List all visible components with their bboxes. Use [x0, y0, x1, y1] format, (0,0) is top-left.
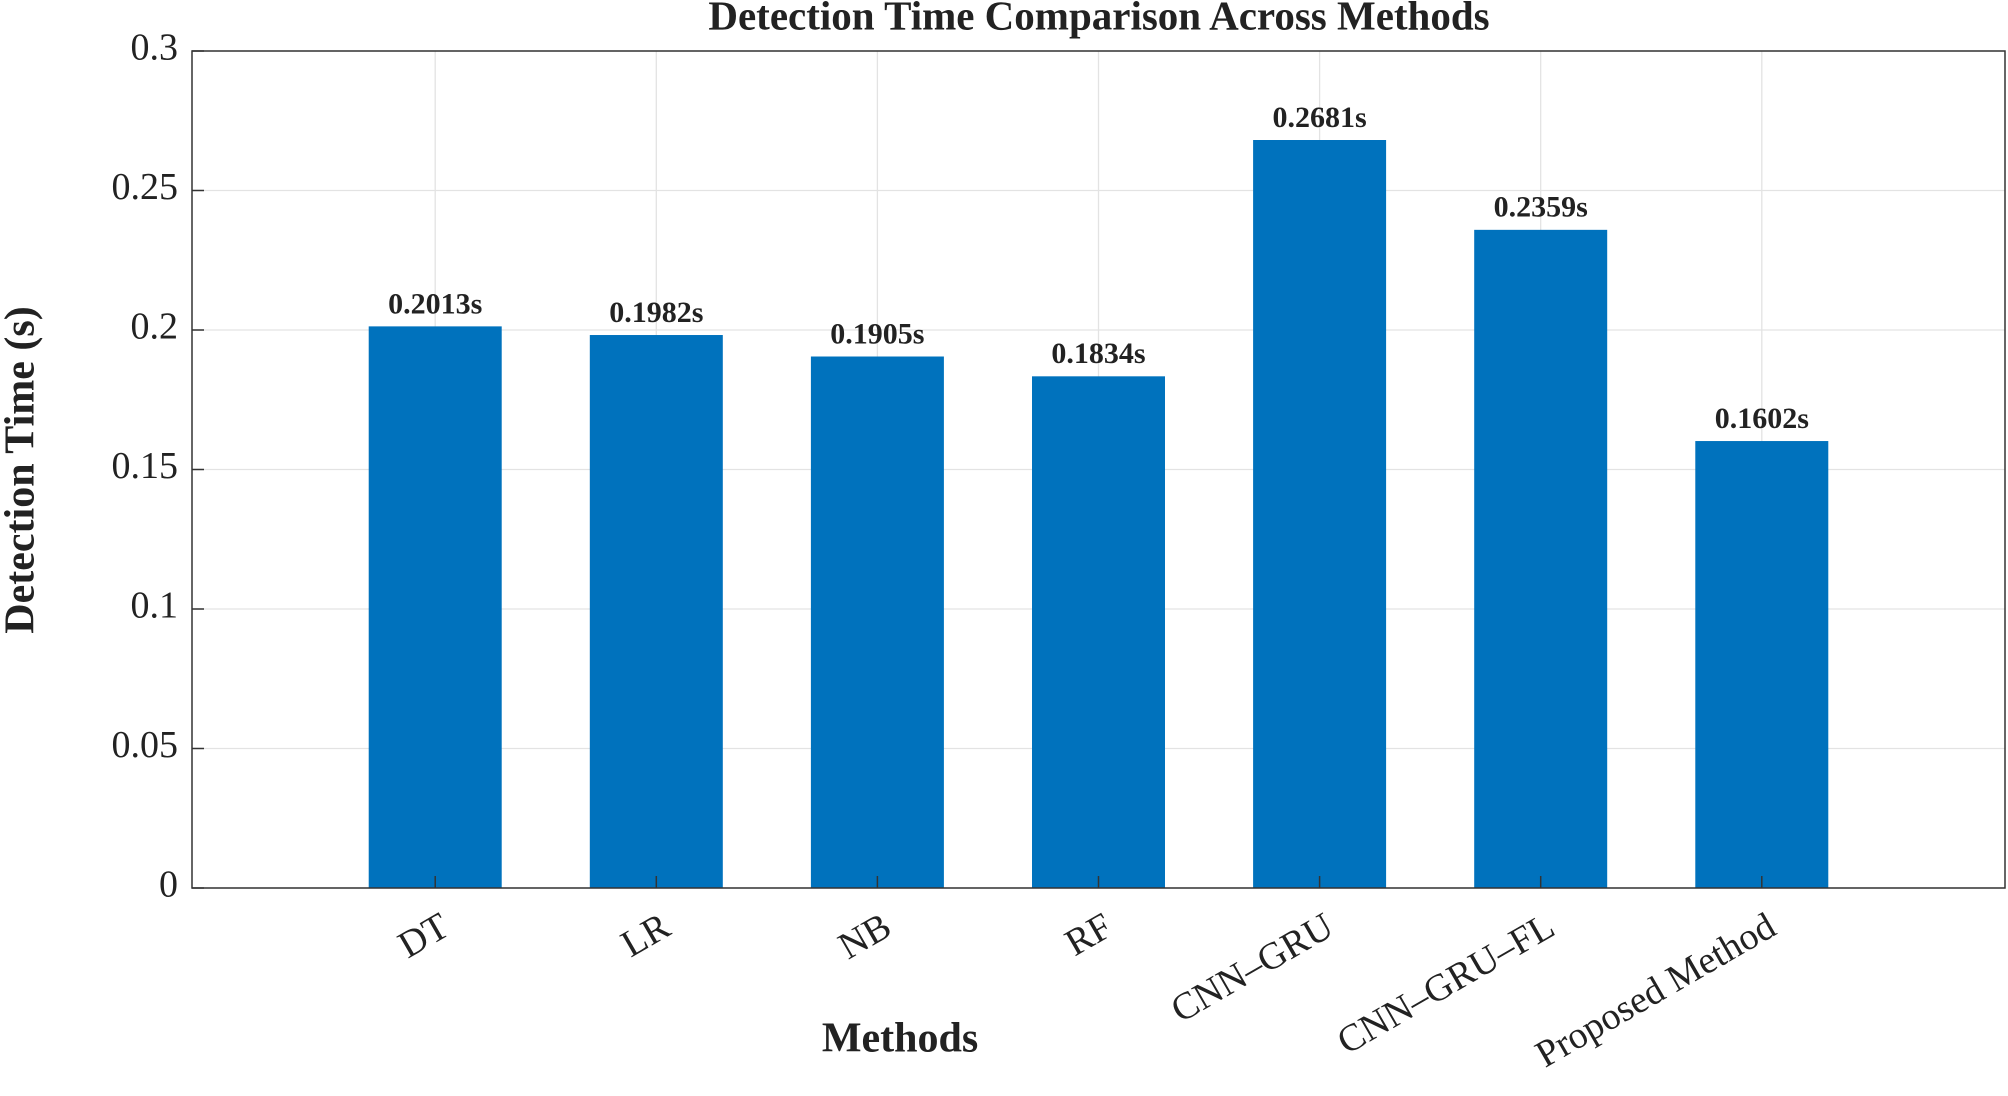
bar: [1032, 376, 1165, 888]
x-tick-label: Proposed Method: [1529, 905, 1783, 1076]
y-tick-label: 0.25: [112, 166, 179, 208]
bar: [1253, 140, 1387, 889]
x-tick-label: CNN–GRU–FL: [1330, 905, 1561, 1063]
value-label: 0.2681s: [1273, 101, 1367, 134]
value-label: 0.1834s: [1051, 337, 1145, 370]
y-tick-label: 0: [159, 864, 178, 906]
bar: [368, 326, 502, 888]
bar: [810, 356, 944, 888]
value-label: 0.2359s: [1494, 191, 1588, 224]
x-tick-label: DT: [391, 905, 456, 967]
y-tick-label: 0.1: [131, 585, 179, 627]
chart-title: Detection Time Comparison Across Methods: [708, 0, 1489, 38]
value-label: 0.1905s: [830, 317, 924, 350]
y-tick-label: 0.3: [131, 27, 179, 69]
y-tick-label: 0.05: [112, 724, 179, 766]
y-tick-label: 0.15: [112, 445, 179, 487]
x-tick-label: RF: [1058, 905, 1119, 965]
plot-frame: [191, 50, 2006, 889]
value-label: 0.2013s: [388, 287, 482, 320]
bar: [1695, 441, 1829, 888]
x-axis-label: Methods: [822, 1016, 978, 1062]
value-label: 0.1982s: [609, 296, 703, 329]
x-tick-label: LR: [614, 905, 678, 966]
y-tick-label: 0.2: [131, 306, 179, 348]
x-tick-label: NB: [832, 905, 899, 968]
value-label: 0.1602s: [1715, 402, 1809, 435]
y-axis-label: Detection Time (s): [0, 306, 44, 633]
x-tick-label: CNN–GRU: [1164, 905, 1340, 1031]
bar: [589, 335, 723, 889]
bar: [1474, 229, 1608, 889]
